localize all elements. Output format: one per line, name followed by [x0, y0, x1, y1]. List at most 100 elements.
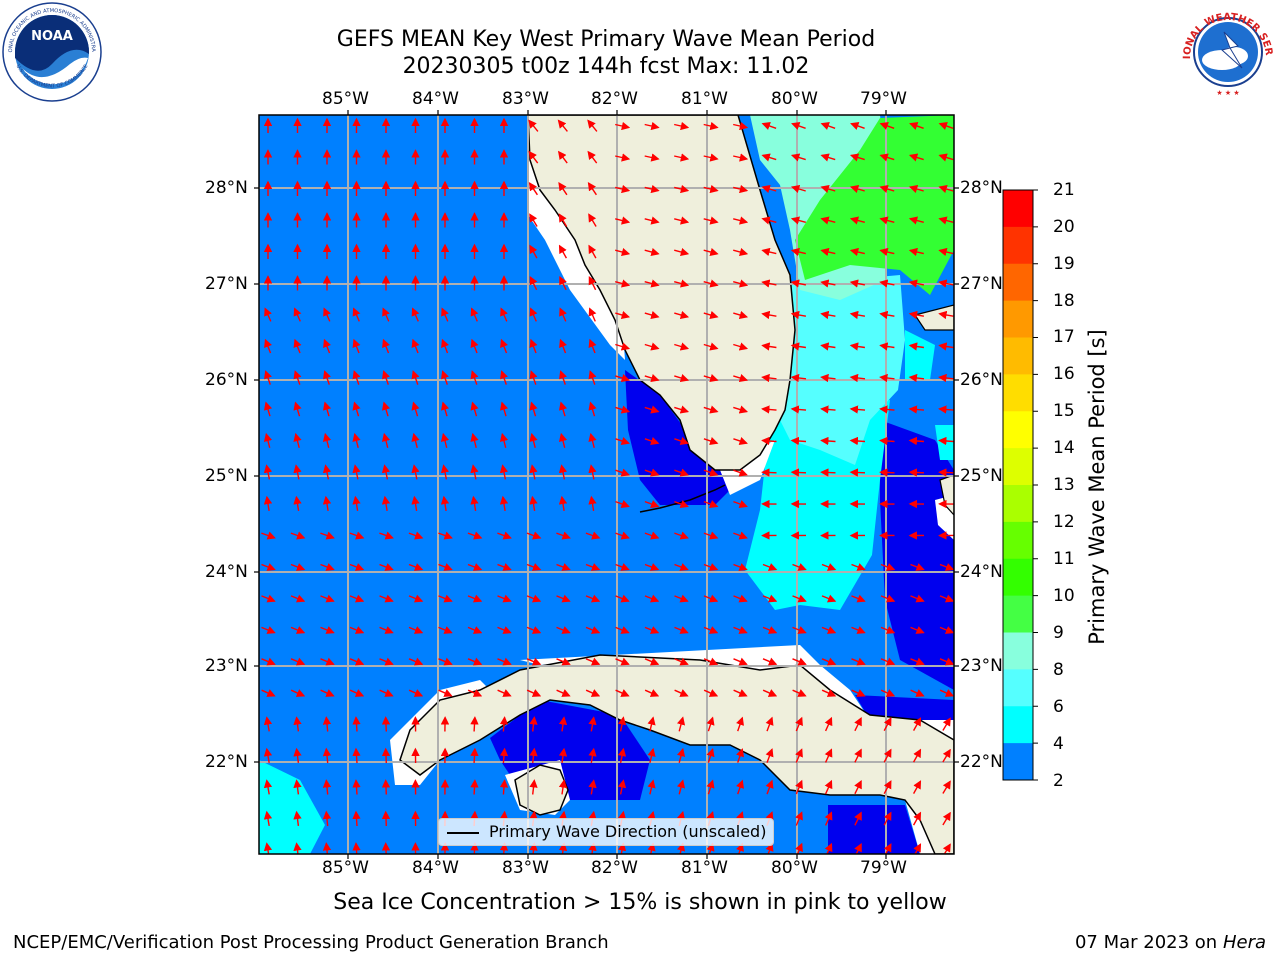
wave-arrow [320, 594, 335, 603]
wave-arrow [733, 594, 748, 603]
colorbar-tick: 16 [1053, 364, 1075, 384]
wave-arrow [676, 716, 686, 732]
wave-arrow [733, 373, 749, 383]
wave-arrow [411, 495, 420, 512]
wave-arrow [824, 716, 833, 732]
wave-arrow [791, 122, 806, 130]
wave-arrow [588, 432, 597, 448]
wave-arrow [529, 213, 538, 227]
wave-arrow [352, 810, 361, 827]
wave-arrow [408, 657, 424, 666]
wave-arrow [323, 338, 331, 354]
wave-arrow [733, 563, 748, 571]
map-legend: Primary Wave Direction (unscaled) [438, 818, 774, 846]
wave-arrow [644, 405, 660, 414]
wave-arrow [322, 401, 332, 417]
wave-arrow [674, 247, 690, 257]
wave-arrow [938, 342, 954, 351]
wave-arrow [500, 307, 508, 322]
colorbar-band [1003, 706, 1033, 744]
wave-arrow [674, 531, 689, 540]
wave-arrow [644, 626, 660, 634]
wave-arrow [883, 843, 892, 854]
wave-arrow [765, 716, 774, 732]
wave-arrow [615, 121, 631, 131]
colorbar-band [1003, 226, 1033, 265]
colorbar-tick: 19 [1053, 254, 1075, 274]
wave-arrow [880, 657, 896, 666]
wave-arrow [585, 626, 601, 634]
wave-arrow [470, 370, 479, 385]
wave-arrow [644, 342, 660, 351]
wave-arrow [790, 279, 807, 288]
wave-arrow [821, 594, 837, 603]
wave-arrow [733, 500, 748, 508]
wave-arrow [849, 153, 865, 162]
wave-arrow [615, 153, 631, 162]
lat-label-left: 28°N [205, 178, 248, 198]
wave-arrow [820, 342, 836, 351]
wave-arrow [674, 310, 690, 320]
wave-arrow [617, 716, 627, 732]
wave-arrow [615, 373, 631, 383]
wave-arrow [908, 405, 925, 414]
wave-arrow [736, 779, 744, 795]
wave-arrow [381, 401, 391, 417]
wave-arrow [615, 279, 631, 288]
wave-arrow [942, 717, 951, 731]
wave-arrow [499, 716, 509, 732]
wave-arrow [644, 437, 660, 445]
wave-arrow [765, 779, 774, 795]
wave-arrow [497, 657, 512, 666]
wave-arrow [290, 689, 306, 697]
wave-arrow [263, 747, 273, 764]
wave-arrow [438, 563, 453, 571]
wave-arrow [379, 594, 394, 603]
wave-arrow [792, 657, 807, 666]
wave-arrow [703, 657, 719, 666]
wave-arrow [942, 748, 951, 763]
wave-arrow [910, 563, 925, 571]
lat-label-right: 26°N [960, 370, 1003, 390]
wave-arrow [849, 279, 866, 288]
wave-arrow [379, 657, 394, 666]
wave-arrow [293, 307, 302, 322]
wave-arrow [497, 689, 512, 697]
wave-arrow [790, 342, 807, 351]
wave-arrow [499, 747, 509, 764]
wave-arrow [674, 405, 690, 414]
wave-arrow [263, 842, 273, 854]
wave-arrow [529, 716, 538, 732]
wave-arrow [499, 432, 509, 448]
wave-arrow [441, 307, 449, 322]
wave-arrow [703, 500, 719, 508]
wave-arrow [408, 531, 424, 540]
wave-arrow [765, 748, 774, 763]
wave-arrow [703, 689, 719, 697]
wave-arrow [644, 216, 660, 225]
wave-arrow [854, 716, 862, 732]
wave-arrow [703, 121, 719, 131]
lon-label-top: 85°W [322, 89, 369, 109]
wave-arrow [558, 213, 568, 227]
wave-arrow [408, 594, 424, 603]
wave-arrow [879, 436, 895, 446]
wave-arrow [293, 842, 302, 854]
wave-arrow [880, 563, 896, 571]
wave-arrow [908, 310, 925, 320]
wave-arrow [322, 747, 332, 764]
wave-arrow [615, 626, 630, 634]
wave-arrow [320, 657, 335, 666]
legend-line-swatch [447, 832, 479, 834]
wave-arrow [883, 780, 892, 795]
wave-arrow [706, 716, 715, 732]
wave-arrow [261, 626, 276, 634]
wave-arrow [382, 338, 390, 354]
wave-arrow [588, 779, 597, 795]
wave-arrow [529, 401, 538, 417]
wave-arrow [761, 122, 777, 130]
wave-arrow [733, 689, 748, 697]
wave-arrow [733, 121, 749, 131]
wave-arrow [851, 657, 866, 666]
wave-arrow [615, 342, 631, 351]
